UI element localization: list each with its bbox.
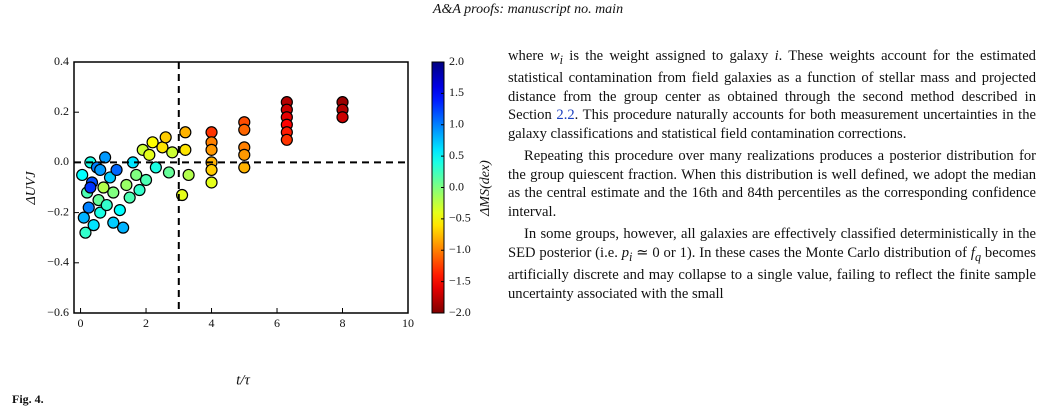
data-point: [280, 133, 293, 146]
data-point: [133, 183, 146, 197]
data-point: [143, 148, 156, 161]
colorbar-tick-label: 2.0: [449, 54, 464, 68]
colorbar-tick-label: 0.0: [449, 179, 464, 193]
data-point: [113, 203, 126, 217]
data-point: [179, 143, 192, 156]
figure-caption: Fig. 4.: [12, 392, 44, 406]
data-point: [238, 148, 251, 161]
colorbar-tick-label: −0.5: [449, 211, 471, 225]
data-point: [82, 201, 95, 214]
x-tick-label: 6: [274, 316, 280, 330]
text: . This procedure naturally accounts for …: [508, 107, 1036, 142]
colorbar-label: ΔMS(dex): [478, 160, 493, 217]
x-tick-label: 2: [143, 316, 149, 330]
math: i: [774, 48, 779, 64]
data-point: [205, 126, 218, 139]
math: p: [621, 244, 630, 261]
x-tick-label: 8: [340, 316, 346, 330]
colorbar-tick-label: −2.0: [449, 305, 471, 319]
data-point: [84, 181, 97, 194]
math: q: [974, 249, 982, 264]
y-tick-label: −0.4: [47, 255, 69, 269]
data-point: [336, 111, 349, 124]
data-point: [123, 191, 136, 204]
math: i: [629, 249, 633, 264]
data-point: [238, 161, 251, 174]
y-tick-label: 0.2: [54, 104, 69, 118]
data-point: [149, 161, 162, 174]
math: f: [970, 244, 975, 261]
body-text: where wi is the weight assigned to galax…: [508, 47, 1036, 303]
data-point: [162, 166, 176, 179]
data-point: [130, 168, 143, 182]
text: becomes artificially discrete and may co…: [508, 244, 1036, 302]
math: w: [549, 48, 560, 64]
text: In some groups, however, all galaxies ar…: [508, 226, 1036, 261]
data-point: [179, 126, 192, 139]
section-link[interactable]: 2.2: [556, 107, 575, 124]
data-point: [94, 206, 107, 219]
colorbar-tick-label: −1.5: [449, 273, 471, 287]
paragraph: Repeating this procedure over many reali…: [508, 148, 1036, 220]
data-point: [139, 173, 153, 187]
data-point: [77, 211, 90, 224]
y-axis-label: ΔUVJ: [24, 171, 39, 206]
data-point: [97, 181, 110, 194]
data-point: [205, 143, 218, 156]
text: where: [508, 48, 550, 64]
y-tick-label: 0.4: [54, 54, 69, 68]
y-tick-label: −0.2: [47, 204, 69, 218]
data-point: [205, 163, 218, 177]
data-point: [76, 168, 89, 182]
data-point: [87, 219, 100, 232]
text: . These weights account for the estimate…: [508, 48, 1036, 124]
data-point: [159, 131, 172, 144]
data-point: [107, 216, 120, 229]
colorbar-tick-label: 1.0: [449, 117, 464, 131]
data-point: [103, 171, 117, 184]
running-header: A&A proofs: manuscript no. main: [432, 2, 624, 17]
data-point: [117, 221, 130, 234]
x-tick-label: 0: [78, 316, 84, 330]
data-point: [146, 136, 159, 149]
data-point: [100, 198, 113, 212]
data-point: [110, 163, 123, 177]
y-tick-label: −0.6: [47, 305, 69, 319]
data-point: [99, 151, 112, 164]
text: is the weight assigned to galaxy: [563, 48, 775, 64]
plot-frame: [73, 61, 409, 314]
math: i: [559, 52, 564, 67]
data-point: [182, 168, 195, 182]
text: ≃ 0 or 1). In these cases the Monte Carl…: [632, 244, 971, 261]
data-point: [79, 226, 92, 239]
colorbar-tick-label: 1.5: [449, 85, 464, 99]
x-tick-label: 4: [209, 316, 215, 330]
paragraph: where wi is the weight assigned to galax…: [508, 47, 1036, 143]
data-point: [94, 163, 107, 177]
x-axis-label: t/τ: [236, 372, 250, 388]
data-point: [238, 123, 251, 136]
data-point: [120, 178, 133, 192]
data-point: [107, 186, 120, 199]
x-tick-label: 10: [402, 316, 414, 330]
y-tick-label: 0.0: [54, 154, 69, 168]
colorbar-tick-label: −1.0: [449, 242, 471, 256]
figure: t/τ ΔUVJ ΔMS(dex) 0 2 4 6 8 10 0.4 0.2 0.0 −0.2 −0…: [24, 54, 493, 389]
data-point: [205, 176, 218, 189]
colorbar-tick-label: 0.5: [449, 148, 464, 162]
paragraph: In some groups, however, all galaxies ar…: [508, 225, 1036, 303]
data-point: [166, 146, 179, 159]
